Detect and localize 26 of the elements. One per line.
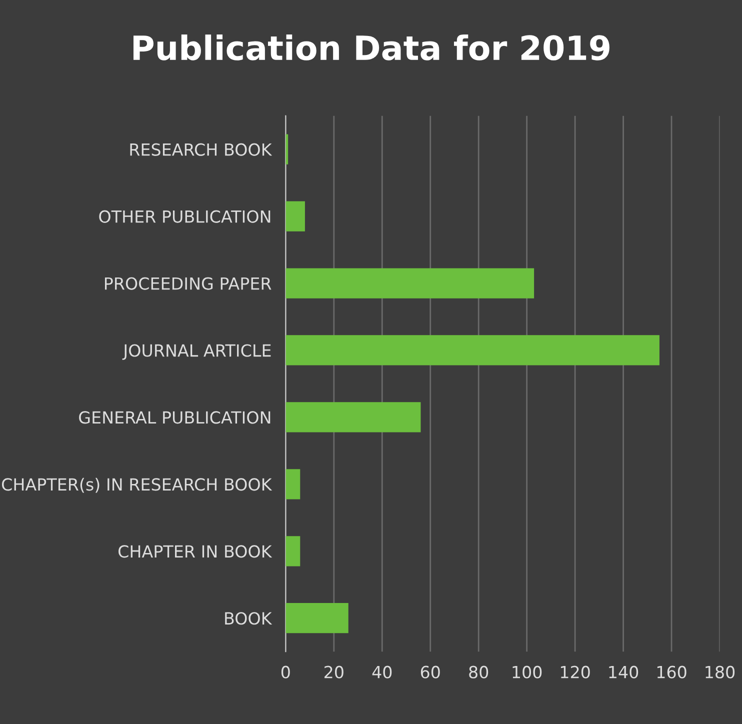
x-tick-label: 180 bbox=[706, 666, 735, 678]
bar bbox=[286, 268, 534, 298]
y-tick-label: BOOK bbox=[225, 612, 272, 625]
x-tick-label: 60 bbox=[420, 666, 440, 678]
bar bbox=[286, 335, 660, 366]
x-tick-label: 140 bbox=[609, 666, 638, 678]
y-tick-label: RESEARCH BOOK bbox=[130, 143, 272, 156]
x-tick-label: 80 bbox=[469, 666, 488, 678]
y-tick-label: PROCEEDING PAPER bbox=[104, 277, 272, 290]
bar bbox=[286, 201, 305, 232]
bar bbox=[286, 536, 300, 566]
y-tick-label: GENERAL PUBLICATION bbox=[79, 411, 270, 424]
y-tick-label: CHAPTER IN BOOK bbox=[118, 545, 272, 558]
x-tick-label: 40 bbox=[372, 666, 392, 678]
y-tick-label: OTHER PUBLICATION bbox=[99, 210, 270, 223]
x-tick-label: 160 bbox=[657, 666, 686, 678]
bar bbox=[286, 603, 348, 634]
x-tick-label: 0 bbox=[281, 666, 290, 678]
bar bbox=[286, 402, 421, 432]
x-tick-label: 100 bbox=[512, 666, 542, 678]
x-tick-label: 120 bbox=[560, 666, 590, 678]
chart-title: Publication Data for 2019 bbox=[133, 34, 610, 60]
y-tick-label: JOURNAL ARTICLE bbox=[122, 344, 271, 360]
x-tick-label: 20 bbox=[324, 666, 344, 678]
bar bbox=[286, 469, 300, 500]
y-tick-label: CHAPTER(s) IN RESEARCH BOOK bbox=[2, 478, 272, 493]
